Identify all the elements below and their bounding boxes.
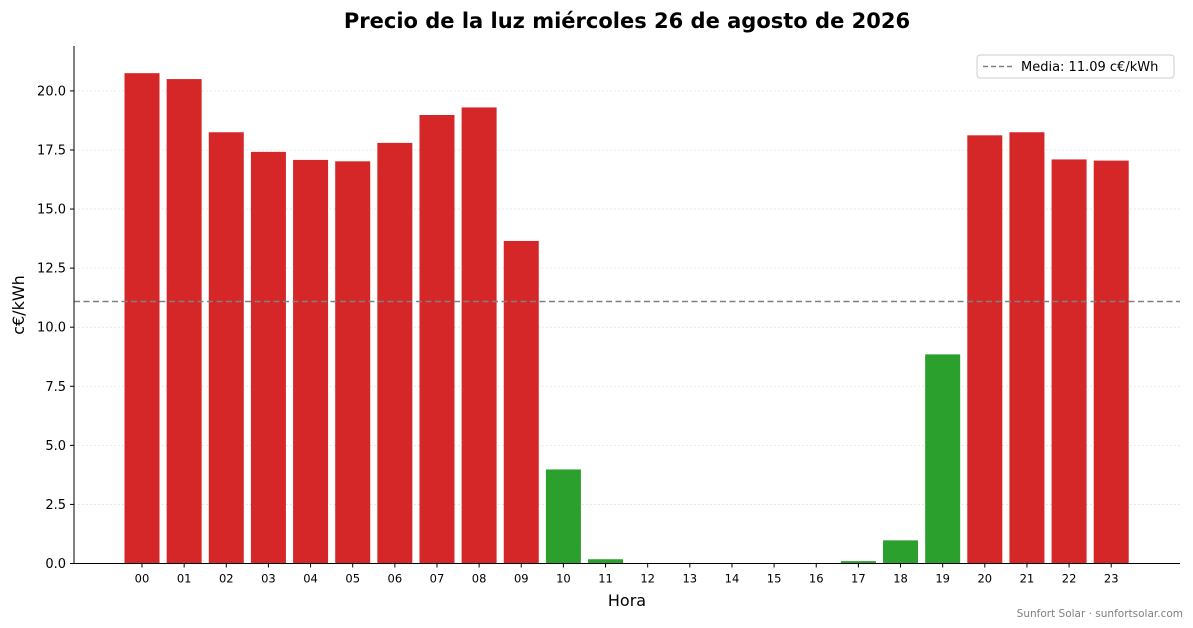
y-tick-label: 2.5 <box>45 498 66 513</box>
bar-22 <box>1051 159 1087 564</box>
bar-21 <box>1009 132 1045 564</box>
bars <box>124 73 1129 564</box>
x-tick-label: 18 <box>893 572 908 586</box>
x-tick-label: 06 <box>388 572 403 586</box>
legend-label: Media: 11.09 c€/kWh <box>1021 60 1158 75</box>
bar-11 <box>588 559 624 564</box>
x-tick-label: 04 <box>303 572 318 586</box>
bar-07 <box>419 115 455 564</box>
x-tick-label: 05 <box>345 572 360 586</box>
bar-02 <box>208 132 244 564</box>
x-tick-label: 03 <box>261 572 276 586</box>
chart-title: Precio de la luz miércoles 26 de agosto … <box>344 9 910 33</box>
y-tick-label: 17.5 <box>37 143 66 158</box>
x-tick-label: 09 <box>514 572 529 586</box>
bar-09 <box>503 240 539 564</box>
x-tick-label: 14 <box>725 572 740 586</box>
bar-00 <box>124 73 160 564</box>
x-tick-label: 10 <box>556 572 571 586</box>
x-tick-label: 22 <box>1062 572 1077 586</box>
bar-04 <box>293 159 329 564</box>
bar-23 <box>1093 160 1129 564</box>
x-tick-label: 17 <box>851 572 866 586</box>
y-tick-label: 0.0 <box>45 557 66 572</box>
x-tick-label: 07 <box>430 572 445 586</box>
bar-18 <box>883 540 919 564</box>
x-tick-label: 20 <box>977 572 992 586</box>
bar-20 <box>967 135 1003 564</box>
legend-box <box>976 54 1175 79</box>
bar-03 <box>250 151 286 564</box>
y-axis-label: c€/kWh <box>9 275 28 335</box>
y-tick-label: 10.0 <box>37 321 66 336</box>
y-tick-label: 15.0 <box>37 203 66 218</box>
x-tick-label: 21 <box>1020 572 1035 586</box>
x-tick-label: 00 <box>135 572 150 586</box>
y-tick-label: 12.5 <box>37 262 66 277</box>
x-tick-label: 16 <box>809 572 824 586</box>
y-tick-label: 5.0 <box>45 439 66 454</box>
y-ticks: 0.0 2.5 5.0 7.5 10.0 12.5 15.0 17.5 20.0 <box>37 84 74 572</box>
y-tick-label: 20.0 <box>37 84 66 99</box>
y-tick-label: 7.5 <box>45 380 66 395</box>
legend: Media: 11.09 c€/kWh <box>976 54 1175 79</box>
bar-05 <box>335 161 371 564</box>
x-axis-label: Hora <box>608 591 646 610</box>
x-tick-label: 15 <box>767 572 782 586</box>
x-tick-label: 19 <box>935 572 950 586</box>
bar-08 <box>461 107 497 564</box>
x-tick-label: 12 <box>640 572 655 586</box>
bar-06 <box>377 142 413 564</box>
bar-01 <box>166 79 202 564</box>
x-tick-label: 01 <box>177 572 192 586</box>
x-ticks: 00 01 02 03 04 05 06 07 08 09 10 11 12 13 14 15 16 17 18 19… <box>135 563 1119 586</box>
footer-credit: Sunfort Solar · sunfortsolar.com <box>1017 608 1183 620</box>
x-tick-label: 08 <box>472 572 487 586</box>
bar-10 <box>545 469 581 564</box>
bar-17 <box>840 561 876 564</box>
x-tick-label: 02 <box>219 572 234 586</box>
x-tick-label: 13 <box>682 572 697 586</box>
x-tick-label: 23 <box>1104 572 1119 586</box>
x-tick-label: 11 <box>598 572 613 586</box>
bar-19 <box>925 354 961 564</box>
